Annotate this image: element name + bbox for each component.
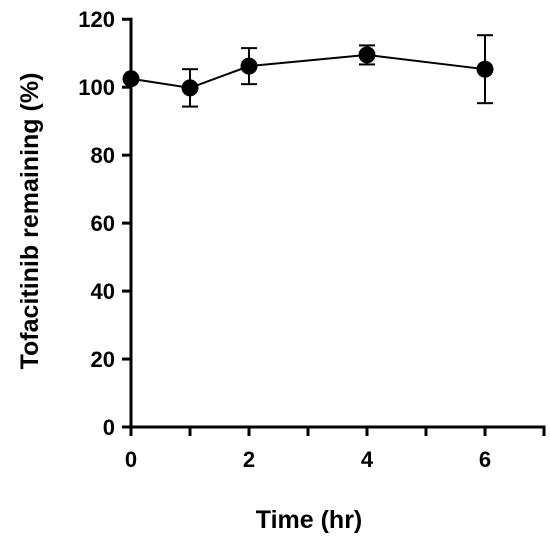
x-tick-label: 0 xyxy=(125,447,137,472)
y-tick-label: 120 xyxy=(78,7,115,32)
y-axis-title: Tofacitinib remaining (%) xyxy=(16,73,44,370)
data-point xyxy=(358,46,376,64)
y-tick-label: 100 xyxy=(78,75,115,100)
data-point xyxy=(240,57,258,75)
series xyxy=(122,34,494,108)
y-tick-label: 20 xyxy=(91,347,115,372)
ticks: 0 20 40 60 80 100 120 0 2 4 6 xyxy=(78,7,546,472)
data-point xyxy=(476,60,494,78)
data-point xyxy=(181,79,199,97)
y-tick-label: 60 xyxy=(91,211,115,236)
x-tick-label: 6 xyxy=(479,447,491,472)
data-point xyxy=(122,70,140,88)
y-tick-label: 0 xyxy=(103,415,115,440)
y-tick-label: 40 xyxy=(91,279,115,304)
x-axis-title: Time (hr) xyxy=(256,506,363,534)
x-tick-label: 2 xyxy=(243,447,255,472)
y-tick-label: 80 xyxy=(91,143,115,168)
x-tick-label: 4 xyxy=(361,447,374,472)
